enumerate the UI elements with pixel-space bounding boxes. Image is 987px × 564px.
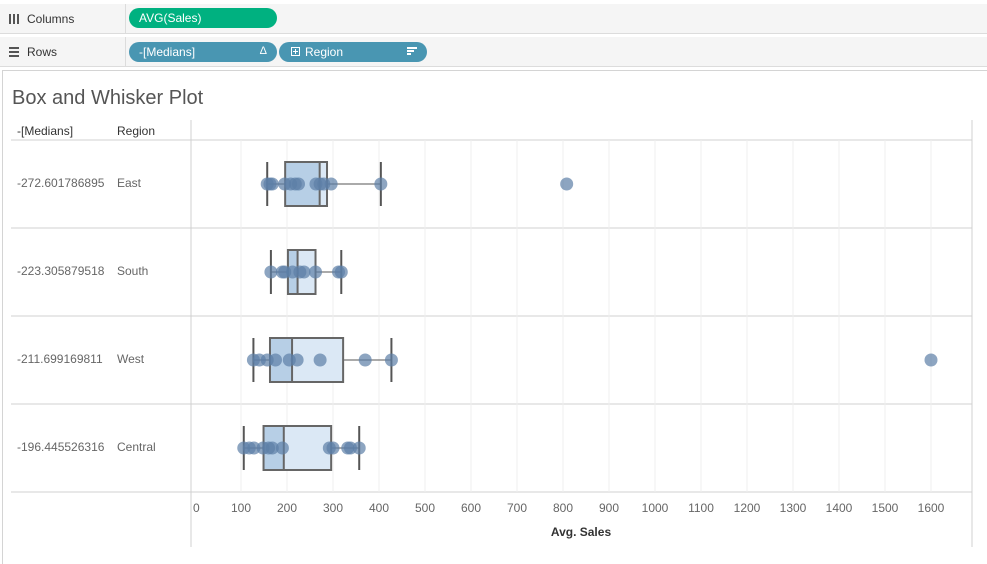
sort-icon <box>407 46 417 59</box>
avg-sales-pill[interactable]: AVG(Sales) <box>129 8 277 28</box>
columns-icon <box>7 12 21 26</box>
avg-sales-pill-label: AVG(Sales) <box>139 11 202 25</box>
region-column-header: Region <box>117 124 156 138</box>
rows-shelf-label-box: Rows <box>0 37 126 66</box>
region-pill[interactable]: Region <box>279 42 427 62</box>
columns-shelf-label: Columns <box>27 11 75 26</box>
rows-icon <box>7 45 21 59</box>
worksheet-panel <box>2 70 987 564</box>
columns-shelf: Columns AVG(Sales) <box>0 4 987 34</box>
rows-shelf-label: Rows <box>27 44 58 59</box>
delta-icon: Δ <box>259 45 267 57</box>
row-median-label: -211.699169811 <box>17 352 103 366</box>
row-region-label: South <box>117 264 149 278</box>
medians-pill[interactable]: -[Medians] Δ <box>129 42 277 62</box>
plus-box-icon <box>291 45 300 59</box>
medians-pill-label: -[Medians] <box>139 45 196 59</box>
row-region-label: West <box>117 352 145 366</box>
medians-column-header: -[Medians] <box>17 124 74 138</box>
sheet-title: Box and Whisker Plot <box>12 87 204 109</box>
row-median-label: -223.305879518 <box>17 264 105 278</box>
row-median-label: -196.445526316 <box>17 440 105 454</box>
rows-shelf: Rows -[Medians] Δ Region <box>0 37 987 67</box>
region-pill-label: Region <box>305 45 344 59</box>
columns-shelf-label-box: Columns <box>0 4 126 33</box>
row-median-label: -272.601786895 <box>17 176 105 190</box>
row-region-label: Central <box>117 440 156 454</box>
row-region-label: East <box>117 176 142 190</box>
